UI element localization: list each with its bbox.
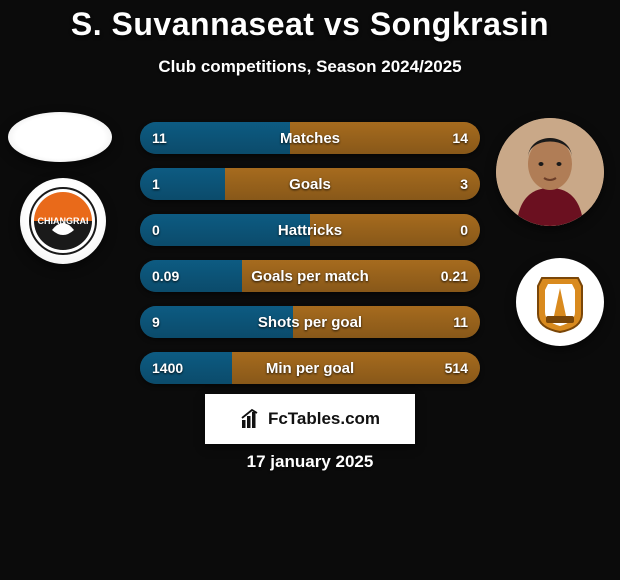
stat-bar-left [140, 122, 290, 154]
person-icon [496, 118, 604, 226]
avatar-player-right [496, 118, 604, 226]
stat-bar-right [225, 168, 480, 200]
stat-bar-right [293, 306, 480, 338]
stat-row: Min per goal1400514 [140, 352, 480, 384]
stat-bar-left [140, 168, 225, 200]
stat-bar-left [140, 306, 293, 338]
subtitle: Club competitions, Season 2024/2025 [0, 57, 620, 77]
stat-bar-right [242, 260, 480, 292]
stat-bar-left [140, 214, 310, 246]
footer-label: FcTables.com [268, 409, 380, 429]
shield-icon: CHIANGRAI [28, 186, 98, 256]
stat-bar-right [232, 352, 480, 384]
stat-row: Goals13 [140, 168, 480, 200]
club-logo-right [516, 258, 604, 346]
club-logo-left: CHIANGRAI [20, 178, 106, 264]
stat-row: Shots per goal911 [140, 306, 480, 338]
stat-row: Matches1114 [140, 122, 480, 154]
stat-bar-right [290, 122, 480, 154]
crest-icon [524, 266, 596, 338]
page-title: S. Suvannaseat vs Songkrasin [0, 0, 620, 43]
stats-bars: Matches1114 Goals13 Hattricks00 Goals per m… [140, 122, 480, 398]
date-label: 17 january 2025 [0, 452, 620, 472]
stat-bar-left [140, 352, 232, 384]
footer-badge[interactable]: FcTables.com [205, 394, 415, 444]
avatar-player-left [8, 112, 112, 162]
stat-row: Goals per match0.090.21 [140, 260, 480, 292]
chart-icon [240, 408, 262, 430]
stat-row: Hattricks00 [140, 214, 480, 246]
stat-bar-left [140, 260, 242, 292]
stat-bar-right [310, 214, 480, 246]
